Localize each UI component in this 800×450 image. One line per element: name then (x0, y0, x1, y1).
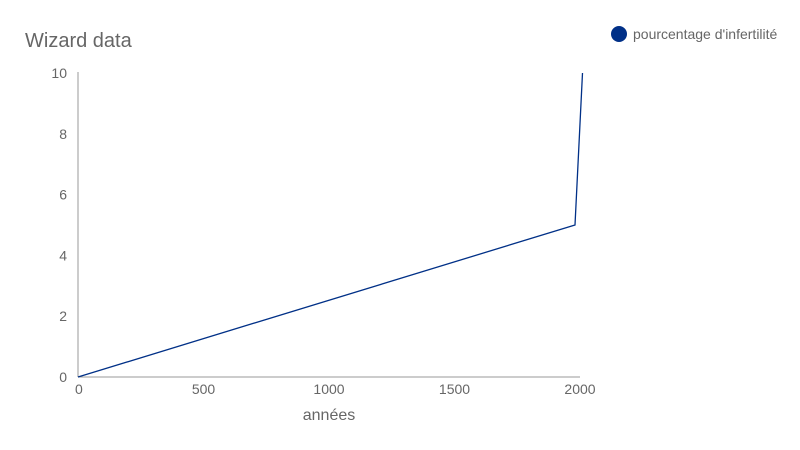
chart-title: Wizard data (25, 30, 133, 52)
y-tick-label: 0 (59, 369, 67, 385)
y-tick-label: 10 (51, 65, 67, 81)
x-tick-label: 500 (192, 381, 216, 397)
y-axis-ticks: 0 2 4 6 8 10 (51, 65, 67, 385)
legend-marker (611, 26, 627, 42)
legend: pourcentage d'infertilité (611, 26, 778, 42)
x-tick-label: 0 (75, 381, 83, 397)
x-tick-label: 1500 (439, 381, 470, 397)
series-line-pourcentage-infertilite (77, 72, 584, 378)
y-tick-label: 6 (59, 187, 67, 203)
y-tick-label: 8 (59, 126, 67, 142)
x-axis-ticks: 0 500 1000 1500 2000 (75, 381, 596, 397)
y-tick-label: 4 (59, 247, 67, 263)
y-tick-label: 2 (59, 308, 67, 324)
legend-label: pourcentage d'infertilité (633, 26, 778, 42)
x-tick-label: 2000 (564, 381, 595, 397)
x-tick-label: 1000 (313, 381, 344, 397)
x-axis-label: années (303, 407, 356, 424)
